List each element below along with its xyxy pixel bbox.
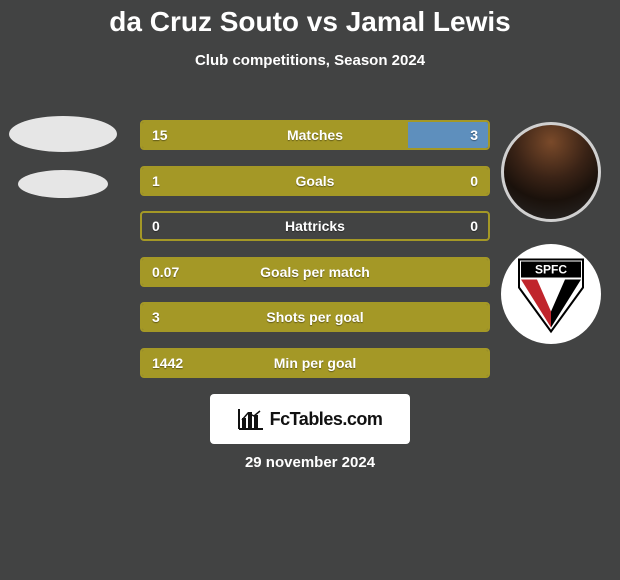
avatar-placeholder-top <box>9 116 117 152</box>
bar-chart-icon <box>238 408 264 430</box>
fctables-logo-block[interactable]: FcTables.com <box>210 394 410 444</box>
page-subtitle: Club competitions, Season 2024 <box>0 52 620 69</box>
stat-label: Hattricks <box>142 213 488 239</box>
left-player-avatars <box>8 116 118 198</box>
comparison-card: da Cruz Souto vs Jamal Lewis Club compet… <box>0 0 620 580</box>
stat-label: Goals per match <box>142 259 488 285</box>
stat-row: 153Matches <box>140 120 490 150</box>
stat-label: Goals <box>142 168 488 194</box>
date-line: 29 november 2024 <box>0 454 620 471</box>
stat-label: Shots per goal <box>142 304 488 330</box>
spfc-shield-icon: SPFC <box>517 258 585 334</box>
fctables-label: FcTables.com <box>270 409 383 430</box>
stat-bars-region: 153Matches 10Goals 00Hattricks 0.07Goals pe… <box>140 120 490 393</box>
club-code-text: SPFC <box>535 263 567 277</box>
avatar-placeholder-bottom <box>18 170 108 198</box>
player-headshot <box>501 122 601 222</box>
stat-row: 00Hattricks <box>140 211 490 241</box>
stat-label: Min per goal <box>142 350 488 376</box>
right-player-avatars: SPFC <box>496 122 606 344</box>
stat-row: 0.07Goals per match <box>140 257 490 287</box>
page-title: da Cruz Souto vs Jamal Lewis <box>0 0 620 38</box>
stat-row: 10Goals <box>140 166 490 196</box>
stat-row: 3Shots per goal <box>140 302 490 332</box>
club-crest: SPFC <box>501 244 601 344</box>
stat-label: Matches <box>142 122 488 148</box>
stat-row: 1442Min per goal <box>140 348 490 378</box>
